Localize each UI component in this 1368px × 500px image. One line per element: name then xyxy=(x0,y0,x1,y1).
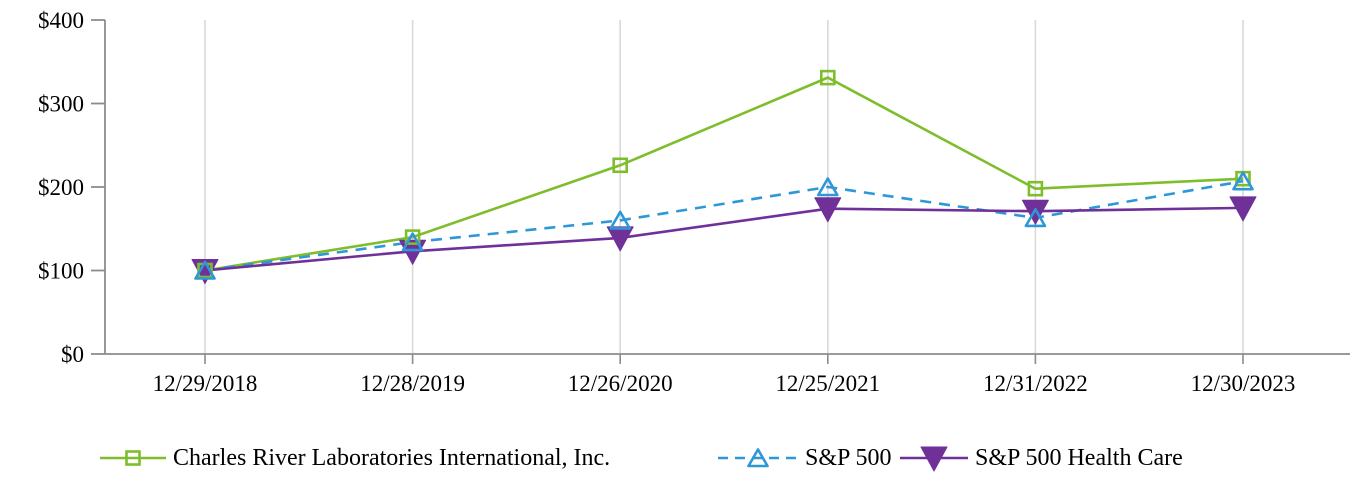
plot-area: $0 $100 $200 $300 $400 12/29/2018 12/28/2019 12… xyxy=(38,8,1350,396)
series-line-triangle-down-filled xyxy=(204,206,1244,272)
marker-triangle-up xyxy=(747,448,769,468)
legend-label: S&P 500 Health Care xyxy=(975,444,1183,471)
y-axis-tick-label: $400 xyxy=(38,8,84,33)
marker-square xyxy=(125,450,141,466)
legend-item-sp500: S&P 500 xyxy=(718,438,891,478)
legend-label: S&P 500 xyxy=(805,444,892,471)
marker-square xyxy=(612,157,629,174)
marker-triangle-up xyxy=(816,177,839,197)
marker-triangle-down xyxy=(1021,199,1049,225)
x-axis-tick-label: 12/30/2023 xyxy=(1191,371,1296,396)
marker-triangle-down xyxy=(814,197,842,223)
marker-triangle-down xyxy=(920,446,948,472)
legend-swatch-triangle-down-filled xyxy=(900,446,968,472)
legend-item-charles-river: Charles River Laboratories International… xyxy=(100,438,610,478)
legend-label: Charles River Laboratories International… xyxy=(173,444,611,471)
marker-triangle-up xyxy=(1232,171,1254,191)
chart-legend: Charles River Laboratories International… xyxy=(0,438,1368,478)
series-line-triangle-up-open xyxy=(204,179,1244,272)
x-axis-tick-label: 12/29/2018 xyxy=(153,371,258,396)
marker-triangle-down xyxy=(1229,196,1257,222)
marker-square xyxy=(819,69,836,86)
legend-swatch-square-open xyxy=(100,450,166,466)
legend-item-sp500-health-care: S&P 500 Health Care xyxy=(900,438,1183,478)
y-axis-tick-label: $100 xyxy=(38,259,84,284)
marker-triangle-up xyxy=(401,232,424,252)
x-axis-tick-label: 12/28/2019 xyxy=(360,371,465,396)
marker-triangle-down xyxy=(606,226,634,252)
x-axis-tick-label: 12/31/2022 xyxy=(983,371,1088,396)
series-line-square-open xyxy=(204,76,1244,272)
x-axis-tick-label: 12/25/2021 xyxy=(775,371,880,396)
marker-triangle-up xyxy=(194,260,216,280)
marker-triangle-up xyxy=(609,210,632,230)
legend-swatch-triangle-up-open xyxy=(718,448,798,468)
y-axis-tick-label: $200 xyxy=(38,175,84,200)
marker-triangle-up xyxy=(1024,208,1047,228)
y-axis-tick-label: $0 xyxy=(61,342,84,367)
marker-square xyxy=(1027,180,1044,197)
x-axis-tick-label: 12/26/2020 xyxy=(568,371,673,396)
marker-square xyxy=(404,229,421,245)
y-axis-tick-label: $300 xyxy=(38,92,84,117)
